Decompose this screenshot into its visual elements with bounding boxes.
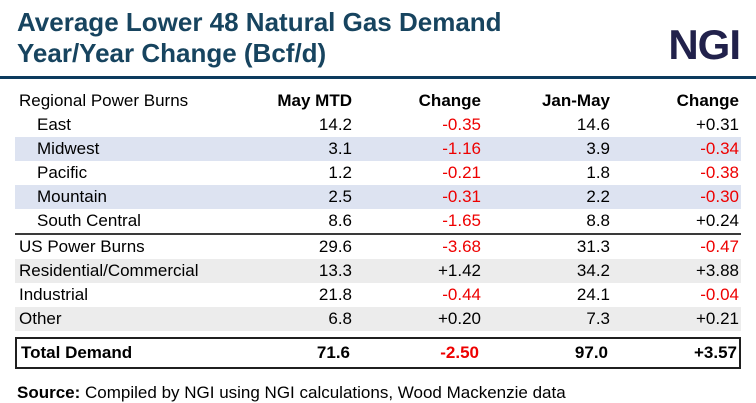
row-label: East — [37, 115, 72, 134]
jan-may-value: 34.2 — [576, 261, 610, 280]
may-mtd-value: 3.1 — [328, 139, 352, 158]
table-row-mountain: Mountain 2.5 -0.31 2.2 -0.30 — [15, 185, 741, 209]
source-line: Source: Compiled by NGI using NGI calcul… — [17, 383, 756, 403]
row-label: South Central — [37, 211, 141, 230]
may-mtd-value: 8.6 — [328, 211, 352, 230]
figure-header: Average Lower 48 Natural Gas Demand Year… — [0, 0, 756, 76]
jan-may-value: 7.3 — [586, 309, 610, 328]
jan-may-change-value: +0.21 — [695, 309, 739, 328]
may-change-value: -2.50 — [440, 343, 479, 362]
jan-may-change-value: +3.88 — [695, 261, 739, 280]
jan-may-value: 31.3 — [576, 237, 610, 256]
header-rule — [0, 76, 756, 79]
may-mtd-value: 71.6 — [316, 343, 350, 362]
page-title: Average Lower 48 Natural Gas Demand Year… — [17, 7, 740, 69]
table-row-us-power-burns: US Power Burns 29.6 -3.68 31.3 -0.47 — [15, 233, 741, 259]
may-change-value: -0.21 — [442, 163, 481, 182]
row-label: Pacific — [37, 163, 88, 182]
jan-may-change-value: -0.30 — [700, 187, 739, 206]
jan-may-value: 2.2 — [586, 187, 610, 206]
row-label: Midwest — [37, 139, 100, 158]
jan-may-change-value: -0.34 — [700, 139, 739, 158]
table-row-east: East 14.2 -0.35 14.6 +0.31 — [15, 113, 741, 137]
may-mtd-value: 21.8 — [318, 285, 352, 304]
col-header-may-change: Change — [418, 91, 481, 110]
may-mtd-value: 6.8 — [328, 309, 352, 328]
table-row-other: Other 6.8 +0.20 7.3 +0.21 — [15, 307, 741, 331]
source-label: Source: — [17, 383, 81, 402]
row-label: US Power Burns — [19, 237, 145, 256]
demand-table: Regional Power Burns May MTD Change Jan-… — [15, 89, 741, 369]
row-label: Mountain — [37, 187, 107, 206]
table-row-midwest: Midwest 3.1 -1.16 3.9 -0.34 — [15, 137, 741, 161]
may-change-value: +0.20 — [437, 309, 481, 328]
title-line-2: Year/Year Change (Bcf/d) — [17, 38, 327, 68]
jan-may-value: 3.9 — [586, 139, 610, 158]
jan-may-value: 24.1 — [576, 285, 610, 304]
jan-may-change-value: +3.57 — [693, 343, 737, 362]
jan-may-change-value: +0.24 — [695, 211, 739, 230]
col-header-jan-may: Jan-May — [541, 91, 610, 110]
source-text: Compiled by NGI using NGI calculations, … — [85, 383, 566, 402]
may-change-value: -0.44 — [442, 285, 481, 304]
table-row-residential-commercial: Residential/Commercial 13.3 +1.42 34.2 +… — [15, 259, 741, 283]
jan-may-change-value: +0.31 — [695, 115, 739, 134]
jan-may-change-value: -0.47 — [700, 237, 739, 256]
col-header-may-mtd: May MTD — [277, 91, 352, 110]
ngi-logo: NGI — [668, 21, 741, 68]
jan-may-value: 1.8 — [586, 163, 610, 182]
may-change-value: -3.68 — [442, 237, 481, 256]
may-change-value: -1.65 — [442, 211, 481, 230]
row-label: Industrial — [19, 285, 88, 304]
jan-may-value: 14.6 — [576, 115, 610, 134]
jan-may-change-value: -0.38 — [700, 163, 739, 182]
may-change-value: -1.16 — [442, 139, 481, 158]
jan-may-change-value: -0.04 — [700, 285, 739, 304]
may-mtd-value: 14.2 — [318, 115, 352, 134]
col-header-regional-power-burns: Regional Power Burns — [19, 91, 189, 110]
table-row-pacific: Pacific 1.2 -0.21 1.8 -0.38 — [15, 161, 741, 185]
table-row-industrial: Industrial 21.8 -0.44 24.1 -0.04 — [15, 283, 741, 307]
jan-may-value: 97.0 — [574, 343, 608, 362]
row-label: Total Demand — [21, 343, 133, 362]
row-label: Other — [19, 309, 62, 328]
jan-may-value: 8.8 — [586, 211, 610, 230]
title-line-1: Average Lower 48 Natural Gas Demand — [17, 7, 502, 37]
table-row-total-demand: Total Demand 71.6 -2.50 97.0 +3.57 — [15, 337, 741, 369]
table-row-south-central: South Central 8.6 -1.65 8.8 +0.24 — [15, 209, 741, 233]
may-mtd-value: 29.6 — [318, 237, 352, 256]
may-change-value: -0.35 — [442, 115, 481, 134]
may-change-value: -0.31 — [442, 187, 481, 206]
table-header-row: Regional Power Burns May MTD Change Jan-… — [15, 89, 741, 113]
may-mtd-value: 1.2 — [328, 163, 352, 182]
may-change-value: +1.42 — [437, 261, 481, 280]
row-label: Residential/Commercial — [19, 261, 199, 280]
col-header-jan-may-change: Change — [676, 91, 739, 110]
may-mtd-value: 13.3 — [318, 261, 352, 280]
may-mtd-value: 2.5 — [328, 187, 352, 206]
